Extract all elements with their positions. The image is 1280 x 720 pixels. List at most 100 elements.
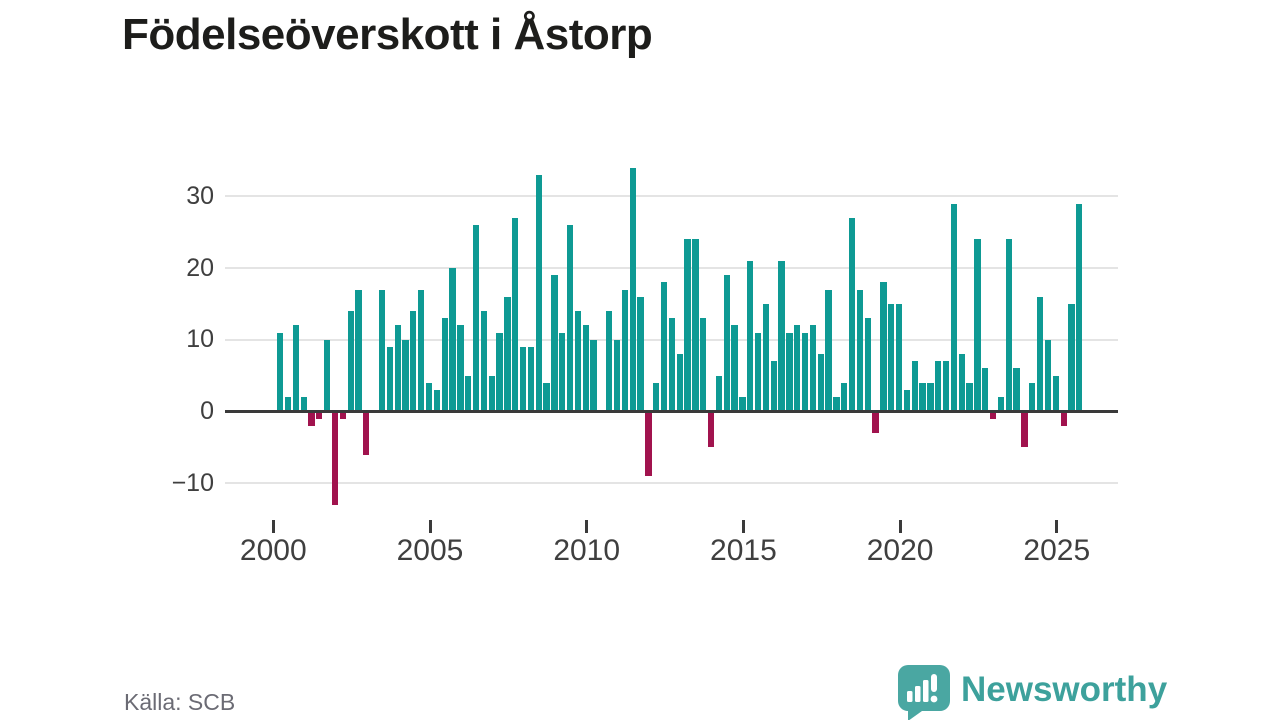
bar-2013q3 [700, 318, 707, 412]
bar-2011q3 [637, 296, 644, 412]
gridline-y-20 [225, 267, 1118, 270]
bar-2014q1 [715, 375, 723, 412]
bar-2001q4 [331, 411, 339, 505]
bar-2019q4 [895, 303, 903, 412]
bar-2010q4 [613, 339, 621, 412]
bar-2011q1 [621, 289, 629, 412]
bar-2020q1 [903, 389, 911, 412]
bar-2017q3 [825, 289, 832, 412]
zero-baseline [225, 410, 1118, 413]
bar-2014q3 [731, 325, 738, 412]
newsworthy-speech-bubble-bar-chart-icon [898, 664, 950, 720]
bar-2001q1 [308, 411, 315, 426]
bar-2017q4 [833, 397, 840, 412]
bar-2000q4 [300, 397, 307, 412]
newsworthy-wordmark: Newsworthy [961, 669, 1168, 709]
newsworthy-logo: Newsworthy [898, 664, 1168, 720]
bar-2013q2 [692, 239, 699, 412]
bar-2012q1 [653, 382, 660, 412]
bar-2004q1 [402, 339, 409, 412]
bar-2006q3 [480, 311, 487, 412]
source-label: Källa: SCB [124, 689, 236, 715]
bar-2009q4 [582, 325, 589, 412]
bar-2021q1 [935, 361, 942, 412]
x-axis-tick-2020 [898, 520, 902, 533]
bar-2022q4 [989, 411, 997, 419]
bar-2018q2 [848, 217, 856, 412]
bar-2016q1 [778, 260, 785, 412]
bar-2019q2 [880, 282, 887, 412]
bar-2009q2 [566, 225, 574, 412]
bar-2015q2 [754, 332, 762, 412]
bar-2015q4 [770, 361, 777, 412]
bar-2017q1 [809, 325, 817, 412]
bar-2006q2 [472, 225, 480, 412]
bar-2018q3 [856, 289, 864, 412]
bar-2002q1 [339, 411, 346, 419]
bar-2021q2 [942, 361, 950, 412]
y-axis-label: 0 [200, 397, 214, 425]
bar-2021q3 [950, 203, 958, 412]
x-axis-label-2010: 2010 [553, 534, 621, 567]
bar-2015q3 [762, 303, 770, 412]
bar-2024q2 [1036, 296, 1044, 412]
bar-2007q4 [519, 346, 527, 412]
bar-2002q3 [355, 289, 362, 412]
bar-2014q4 [739, 397, 746, 412]
bar-2010q1 [590, 339, 597, 412]
bar-2012q3 [668, 318, 676, 412]
bar-2019q3 [888, 303, 895, 412]
x-axis-label-2005: 2005 [396, 534, 464, 567]
bar-2013q1 [684, 239, 691, 412]
bar-2004q3 [418, 289, 425, 412]
bar-2007q3 [512, 217, 519, 412]
gridline-y-30 [225, 195, 1118, 198]
bar-2002q4 [363, 411, 370, 455]
bar-2015q1 [747, 260, 754, 412]
bar-2023q4 [1021, 411, 1028, 448]
bar-2005q2 [441, 318, 448, 412]
bar-2018q1 [841, 382, 848, 412]
page-title: Födelseöverskott i Åstorp [122, 10, 653, 59]
bar-2007q1 [496, 332, 503, 412]
bar-2004q4 [425, 382, 433, 412]
bar-2023q3 [1013, 368, 1020, 412]
x-axis-tick-2015 [741, 520, 745, 533]
bar-2005q4 [457, 325, 464, 412]
bar-2003q2 [378, 289, 386, 412]
bar-2007q2 [504, 296, 511, 412]
x-axis-tick-2000 [271, 520, 275, 533]
bar-2000q2 [284, 397, 292, 412]
bar-2012q4 [676, 354, 683, 412]
bar-2008q3 [543, 382, 550, 412]
bar-2012q2 [660, 282, 668, 412]
bar-2024q3 [1044, 339, 1052, 412]
bar-2006q1 [465, 375, 472, 412]
bar-2016q2 [786, 332, 793, 412]
bar-2014q2 [723, 275, 730, 412]
bar-2017q2 [817, 354, 824, 412]
y-axis-label: −10 [171, 468, 214, 497]
bar-2004q2 [410, 311, 417, 412]
bar-2005q1 [433, 389, 440, 412]
x-axis-tick-2010 [585, 520, 589, 533]
bar-2016q3 [794, 325, 801, 412]
bar-2013q4 [707, 411, 715, 448]
x-axis-label-2000: 2000 [239, 534, 307, 567]
bar-2011q4 [645, 411, 652, 477]
bar-2008q1 [527, 346, 535, 412]
bar-2025q2 [1068, 303, 1075, 412]
bar-2009q3 [574, 311, 582, 412]
bar-2001q3 [324, 339, 331, 412]
bar-2020q3 [919, 382, 926, 412]
bar-2019q1 [872, 411, 879, 433]
bar-2005q3 [449, 268, 456, 412]
gridline-y--10 [225, 482, 1118, 485]
bar-2024q1 [1029, 382, 1036, 412]
y-axis-label: 10 [186, 325, 214, 354]
bar-2003q4 [394, 325, 401, 412]
bar-2018q4 [864, 318, 871, 412]
bar-2003q3 [386, 346, 393, 412]
